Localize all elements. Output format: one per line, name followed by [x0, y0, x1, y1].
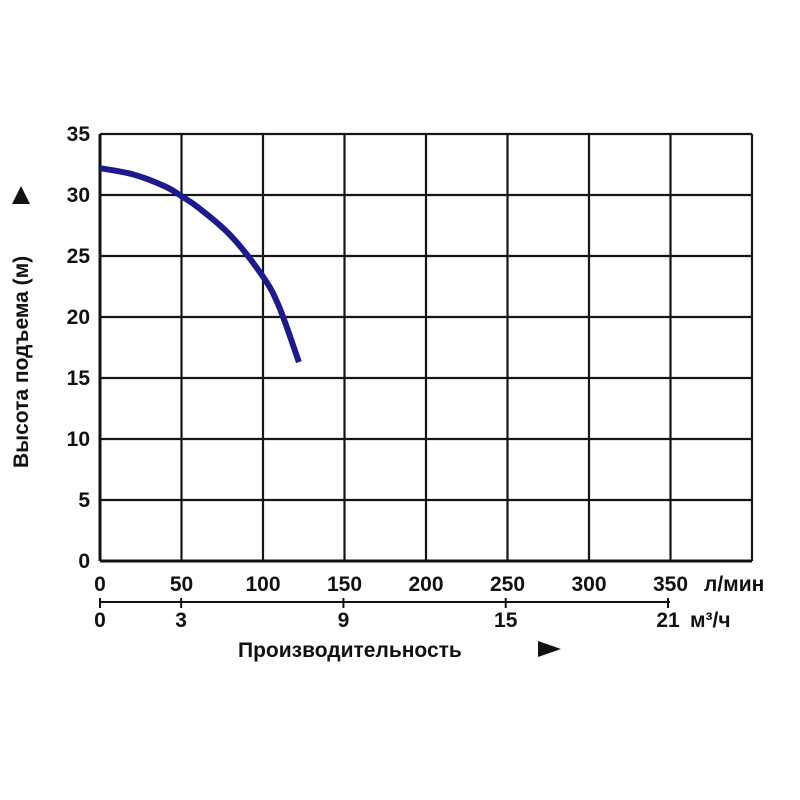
- y-tick-label: 0: [78, 550, 90, 573]
- x-tick-label: 100: [245, 573, 280, 596]
- y-tick-label: 30: [67, 184, 90, 207]
- plot-frame: [98, 134, 752, 563]
- x2-tick-label: 3: [175, 609, 187, 632]
- y-tick-label: 15: [67, 367, 91, 390]
- x-tick-label: 150: [327, 573, 362, 596]
- y-tick-label: 20: [67, 306, 90, 329]
- y-axis-title: Высота подъема (м): [10, 256, 33, 468]
- x-unit-label: л/мин: [704, 573, 764, 596]
- performance-curve-line: [99, 165, 302, 364]
- secondary-x-axis: 0 3 9 15 21: [94, 598, 680, 632]
- y-tick-label: 10: [67, 428, 90, 451]
- x2-tick-label: 21: [656, 609, 680, 632]
- x2-unit-label: м³/ч: [690, 609, 731, 632]
- chart-grid: [98, 132, 754, 563]
- x-tick-label: 200: [408, 573, 443, 596]
- x-axis-arrow-icon: [538, 641, 561, 657]
- x-tick-label: 250: [490, 573, 525, 596]
- x-tick-label: 0: [94, 573, 106, 596]
- y-tick-label: 5: [78, 489, 90, 512]
- y-axis-arrow-icon: [12, 186, 30, 204]
- x2-tick-label: 9: [338, 609, 350, 632]
- x-tick-label: 50: [170, 573, 193, 596]
- x-tick-label: 300: [571, 573, 606, 596]
- x2-tick-label: 15: [494, 609, 518, 632]
- y-tick-label: 25: [67, 245, 91, 268]
- y-tick-labels: 0 5 10 15 20 25 30 35: [67, 123, 91, 573]
- performance-curve: [99, 165, 302, 364]
- x-tick-label: 350: [653, 573, 688, 596]
- x-axis-title: Производительность: [238, 639, 462, 662]
- x-tick-labels: 0 50 100 150 200 250 300 350: [94, 573, 688, 596]
- x2-tick-label: 0: [94, 609, 106, 632]
- y-tick-label: 35: [67, 123, 91, 146]
